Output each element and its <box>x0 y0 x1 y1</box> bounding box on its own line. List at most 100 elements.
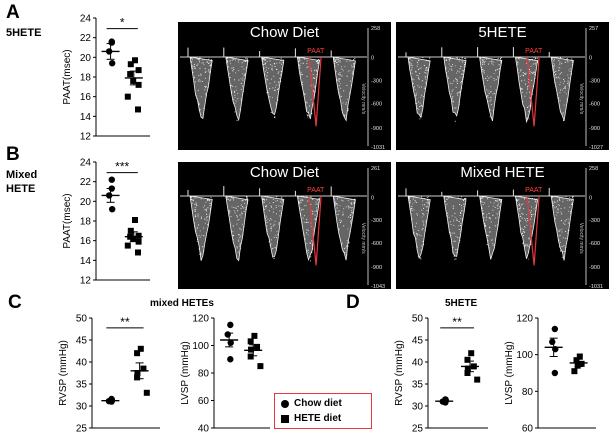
speckle <box>535 199 537 201</box>
speckle <box>233 79 235 81</box>
speckle <box>196 240 198 242</box>
speckle <box>464 57 466 59</box>
speckle <box>461 87 463 89</box>
speckle <box>483 72 485 74</box>
speckle <box>337 204 339 206</box>
speckle <box>234 90 236 92</box>
speckle <box>244 78 246 80</box>
paat-label: PAAT <box>307 187 325 194</box>
speckle <box>266 230 268 232</box>
speckle <box>346 240 348 242</box>
speckle <box>239 243 241 245</box>
speckle <box>559 241 561 243</box>
speckle <box>416 65 418 67</box>
velocity-scale-label: -600 <box>371 102 382 108</box>
speckle <box>199 230 201 232</box>
speckle <box>312 73 314 75</box>
speckle <box>344 252 346 254</box>
speckle <box>482 69 484 71</box>
speckle <box>523 228 525 230</box>
speckle <box>556 77 558 79</box>
speckle <box>420 67 422 69</box>
speckle <box>300 201 302 203</box>
speckle <box>278 81 280 83</box>
speckle <box>191 66 193 68</box>
speckle <box>281 63 283 65</box>
speckle <box>491 239 493 241</box>
speckle <box>451 232 453 234</box>
speckle <box>426 199 428 201</box>
speckle <box>421 209 423 211</box>
speckle <box>530 65 532 67</box>
speckle <box>231 234 233 236</box>
speckle <box>246 58 248 60</box>
speckle <box>424 69 426 71</box>
speckle <box>500 62 502 64</box>
speckle <box>242 200 244 202</box>
speckle <box>236 247 238 249</box>
speckle <box>264 199 266 201</box>
speckle <box>462 77 464 79</box>
speckle <box>343 225 345 227</box>
speckle <box>409 208 411 210</box>
speckle <box>447 75 449 77</box>
speckle <box>309 242 311 244</box>
speckle <box>524 231 526 233</box>
speckle <box>532 72 534 74</box>
speckle <box>560 211 562 213</box>
speckle <box>559 250 561 252</box>
speckle <box>299 202 301 204</box>
paat-label: PAAT <box>525 48 543 55</box>
speckle <box>558 235 560 237</box>
velocity-scale-label: -600 <box>371 241 382 247</box>
speckle <box>518 72 520 74</box>
speckle <box>344 114 346 116</box>
speckle <box>415 95 417 97</box>
speckle <box>521 91 523 93</box>
velocity-axis-label: Velocity mm/s <box>578 83 584 114</box>
speckle <box>276 245 278 247</box>
speckle <box>342 70 344 72</box>
speckle <box>488 235 490 237</box>
speckle <box>408 199 410 201</box>
speckle <box>264 218 266 220</box>
velocity-envelope <box>479 195 503 260</box>
speckle <box>525 221 527 223</box>
speckle <box>195 215 197 217</box>
speckle <box>206 86 208 88</box>
speckle <box>202 246 204 248</box>
speckle <box>240 98 242 100</box>
speckle <box>234 59 236 61</box>
speckle <box>452 246 454 248</box>
significance-label: * <box>120 16 125 30</box>
speckle <box>273 257 275 259</box>
speckle <box>230 215 232 217</box>
speckle <box>232 70 234 72</box>
speckle <box>338 229 340 231</box>
speckle <box>416 246 418 248</box>
speckle <box>423 243 425 245</box>
speckle <box>197 214 199 216</box>
speckle <box>524 243 526 245</box>
speckle <box>452 100 454 102</box>
speckle <box>559 246 561 248</box>
speckle <box>488 217 490 219</box>
speckle <box>427 200 429 202</box>
speckle <box>551 57 553 59</box>
speckle <box>422 240 424 242</box>
speckle <box>487 96 489 98</box>
speckle <box>536 198 538 200</box>
speckle <box>421 216 423 218</box>
speckle <box>268 202 270 204</box>
speckle <box>523 198 525 200</box>
speckle <box>246 57 248 59</box>
speckle <box>409 202 411 204</box>
speckle <box>465 198 467 200</box>
speckle <box>349 216 351 218</box>
speckle <box>456 82 458 84</box>
speckle <box>265 81 267 83</box>
speckle <box>200 96 202 98</box>
speckle <box>493 202 495 204</box>
data-point-hete <box>134 350 141 357</box>
